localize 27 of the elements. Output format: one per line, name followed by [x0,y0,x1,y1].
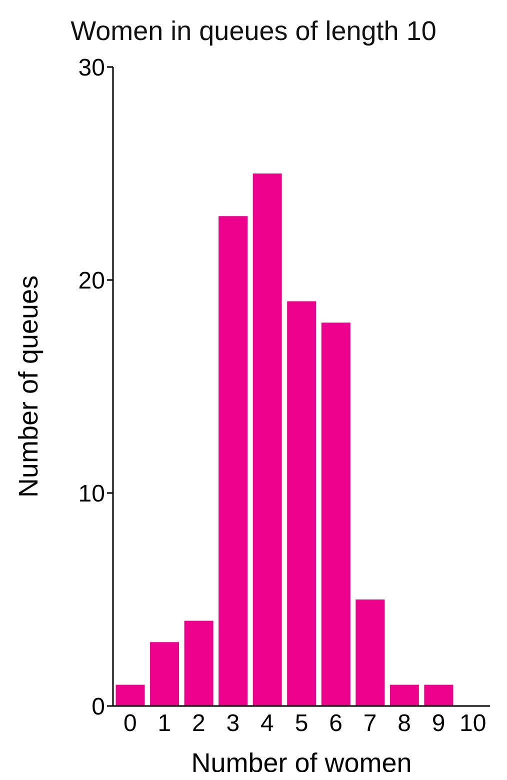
x-tick-label: 9 [432,710,446,738]
bar [150,642,180,706]
bar [252,174,282,706]
x-tick-label: 1 [158,710,172,738]
chart-title: Women in queues of length 10 [70,16,438,47]
y-tick-label: 20 [78,268,105,295]
x-tick-label: 0 [123,710,137,738]
bar [218,216,248,706]
bar [356,600,385,706]
x-tick-label: 4 [260,710,274,738]
x-tick-label: 6 [329,710,342,738]
y-axis-title: Number of queues [14,275,44,498]
bar [321,322,350,706]
x-tick-label: 7 [363,710,377,738]
bar [390,684,419,706]
bar [424,684,454,706]
x-tick-label: 8 [398,710,411,738]
x-tick-label: 10 [460,710,486,738]
x-tick-label: 2 [192,710,206,738]
x-axis-title: Number of women [191,748,412,778]
bar [184,620,214,706]
bar [116,684,145,706]
y-tick-label: 10 [78,480,105,508]
x-tick-label: 3 [226,710,240,738]
bar [287,301,316,706]
y-tick-label: 30 [78,54,105,82]
x-tick-label: 5 [294,710,308,738]
